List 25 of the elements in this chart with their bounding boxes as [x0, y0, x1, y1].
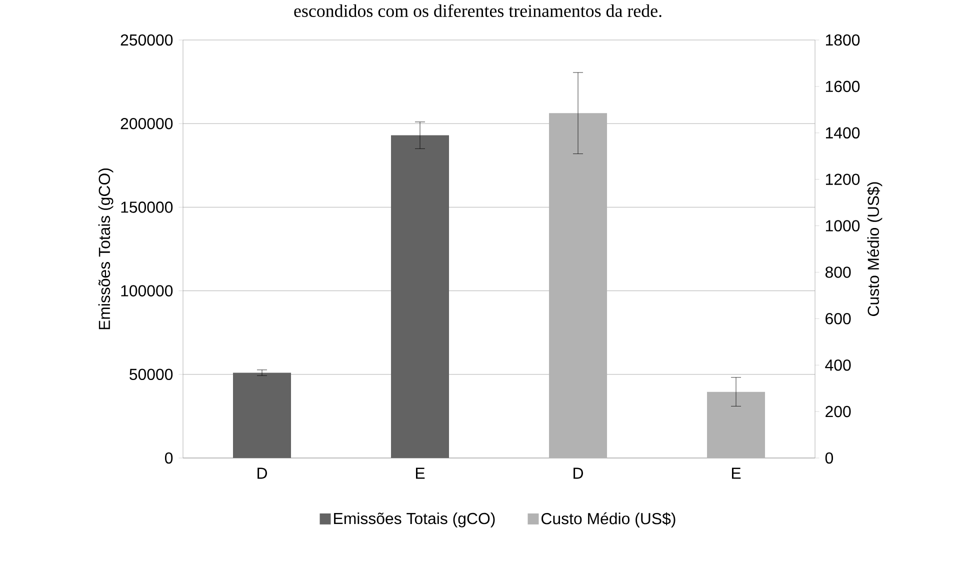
y2-axis-title: Custo Médio (US$) [867, 182, 882, 316]
y-tick-label: 100000 [121, 285, 173, 296]
y-tick-label: 0 [164, 452, 173, 464]
y2-tick-label: 1200 [826, 174, 860, 185]
y2-tick-label: 600 [826, 313, 851, 324]
y2-tick-label: 400 [825, 359, 851, 371]
legend-label: Emissões Totais (gCO) [334, 512, 495, 528]
x-tick-label: D [258, 468, 267, 479]
y-tick-label: 250000 [120, 34, 173, 46]
y2-tick-label: 1000 [826, 220, 860, 232]
x-tick-label: D [574, 468, 583, 479]
text: escondidos com os diferentes treinamentos da rede. [294, 4, 662, 18]
y-tick-label: 50000 [130, 368, 173, 380]
y2-tick-label: 1400 [826, 127, 860, 139]
y-tick-label: 150000 [121, 202, 173, 213]
x-tick-label: E [416, 468, 425, 479]
y2-tick-label: 1800 [826, 34, 860, 46]
y-axis-title: Emissões Totais (gCO) [98, 168, 114, 330]
x-tick-label: E [732, 468, 741, 479]
y2-tick-label: 1600 [826, 80, 860, 92]
legend-label: Custo Médio (US$) [542, 512, 676, 528]
y2-tick-label: 200 [826, 406, 851, 418]
y2-tick-label: 0 [825, 452, 834, 464]
y2-tick-label: 800 [825, 266, 851, 278]
y-tick-label: 200000 [120, 118, 173, 130]
